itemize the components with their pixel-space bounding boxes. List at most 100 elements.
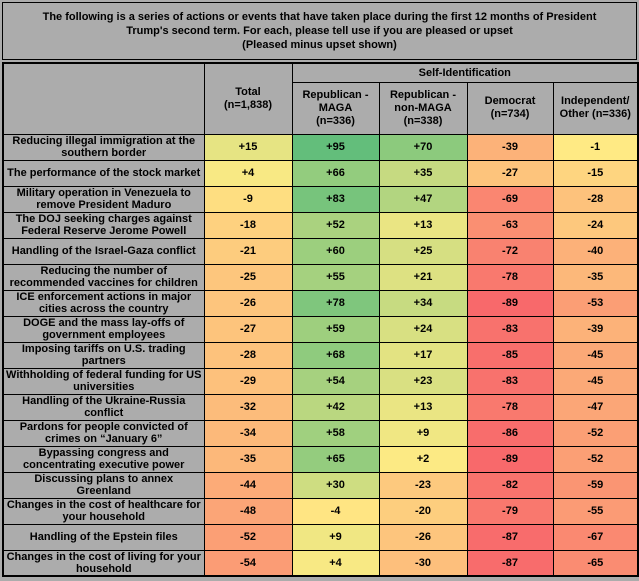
survey-question-note: (Pleased minus upset shown) [242,39,397,51]
row-label: The DOJ seeking charges against Federal … [2,211,205,239]
value-cell: -54 [203,549,293,577]
table-row: Imposing tariffs on U.S. trading partner… [2,341,639,369]
row-label: Bypassing congress and concentrating exe… [2,445,205,473]
value-cell: -59 [552,471,639,499]
value-cell: +30 [291,471,380,499]
value-cell: -87 [466,549,554,577]
table-row: DOGE and the mass lay-offs of government… [2,315,639,343]
value-cell: +58 [291,419,380,447]
value-cell: +47 [378,185,468,213]
column-header-republican-non-maga: Republican - non-MAGA (n=338) [378,81,468,135]
value-cell: +25 [378,237,468,265]
value-cell: -24 [552,211,639,239]
value-cell: -69 [466,185,554,213]
value-cell: -79 [466,497,554,525]
table-row: Changes in the cost of living for your h… [2,549,639,577]
value-cell: -15 [552,159,639,187]
value-cell: -72 [466,237,554,265]
value-cell: -30 [378,549,468,577]
table-row: Withholding of federal funding for US un… [2,367,639,395]
value-cell: -45 [552,367,639,395]
value-cell: -9 [203,185,293,213]
value-cell: -47 [552,393,639,421]
value-cell: -1 [552,133,639,161]
row-label: Discussing plans to annex Greenland [2,471,205,499]
value-cell: -21 [203,237,293,265]
value-cell: +35 [378,159,468,187]
table-row: Bypassing congress and concentrating exe… [2,445,639,473]
value-cell: -52 [552,445,639,473]
value-cell: -34 [203,419,293,447]
row-label: Changes in the cost of living for your h… [2,549,205,577]
column-header-independent-other: Independent/ Other (n=336) [552,81,639,135]
table-row: The performance of the stock market +4 +66… [2,159,639,187]
table-row: Handling of the Epstein files -52 +9 -26 -87… [2,523,639,551]
value-cell: +42 [291,393,380,421]
value-cell: +59 [291,315,380,343]
value-cell: -4 [291,497,380,525]
value-cell: -26 [203,289,293,317]
value-cell: +95 [291,133,380,161]
value-cell: +68 [291,341,380,369]
row-label: Changes in the cost of healthcare for yo… [2,497,205,525]
value-cell: -55 [552,497,639,525]
table-row: Handling of the Ukraine-Russia conflict -… [2,393,639,421]
value-cell: -35 [552,263,639,291]
value-cell: +24 [378,315,468,343]
value-cell: +21 [378,263,468,291]
value-cell: -29 [203,367,293,395]
value-cell: -28 [203,341,293,369]
value-cell: +83 [291,185,380,213]
value-cell: -35 [203,445,293,473]
table-row: Military operation in Venezuela to remov… [2,185,639,213]
value-cell: +15 [203,133,293,161]
value-cell: -87 [466,523,554,551]
value-cell: +65 [291,445,380,473]
row-label: Military operation in Venezuela to remov… [2,185,205,213]
row-label: DOGE and the mass lay-offs of government… [2,315,205,343]
table-row: Handling of the Israel-Gaza conflict -21 +… [2,237,639,265]
value-cell: +9 [378,419,468,447]
table-row: The DOJ seeking charges against Federal … [2,211,639,239]
value-cell: -20 [378,497,468,525]
row-label: The performance of the stock market [2,159,205,187]
value-cell: -32 [203,393,293,421]
row-label: Handling of the Epstein files [2,523,205,551]
value-cell: -23 [378,471,468,499]
corner-cell [2,62,205,135]
results-table: Total (n=1,838) Self-Identification Repu… [2,62,639,577]
value-cell: -86 [466,419,554,447]
value-cell: +34 [378,289,468,317]
value-cell: +54 [291,367,380,395]
table-row: ICE enforcement actions in major cities … [2,289,639,317]
value-cell: +78 [291,289,380,317]
survey-question-box: The following is a series of actions or … [2,2,637,60]
value-cell: -63 [466,211,554,239]
value-cell: -78 [466,393,554,421]
value-cell: -52 [203,523,293,551]
value-cell: -25 [203,263,293,291]
value-cell: +23 [378,367,468,395]
row-label: Reducing illegal immigration at the sout… [2,133,205,161]
table-row: Reducing the number of recommended vacci… [2,263,639,291]
value-cell: -53 [552,289,639,317]
value-cell: +4 [203,159,293,187]
value-cell: -89 [466,445,554,473]
value-cell: -67 [552,523,639,551]
value-cell: -83 [466,315,554,343]
value-cell: -52 [552,419,639,447]
value-cell: +66 [291,159,380,187]
value-cell: +4 [291,549,380,577]
value-cell: -27 [203,315,293,343]
value-cell: +13 [378,393,468,421]
value-cell: -78 [466,263,554,291]
column-header-total: Total (n=1,838) [203,62,293,135]
value-cell: -27 [466,159,554,187]
group-header-self-identification: Self-Identification [291,62,639,83]
row-label: Withholding of federal funding for US un… [2,367,205,395]
value-cell: -82 [466,471,554,499]
table-row: Pardons for people convicted of crimes o… [2,419,639,447]
row-label: ICE enforcement actions in major cities … [2,289,205,317]
value-cell: -85 [466,341,554,369]
